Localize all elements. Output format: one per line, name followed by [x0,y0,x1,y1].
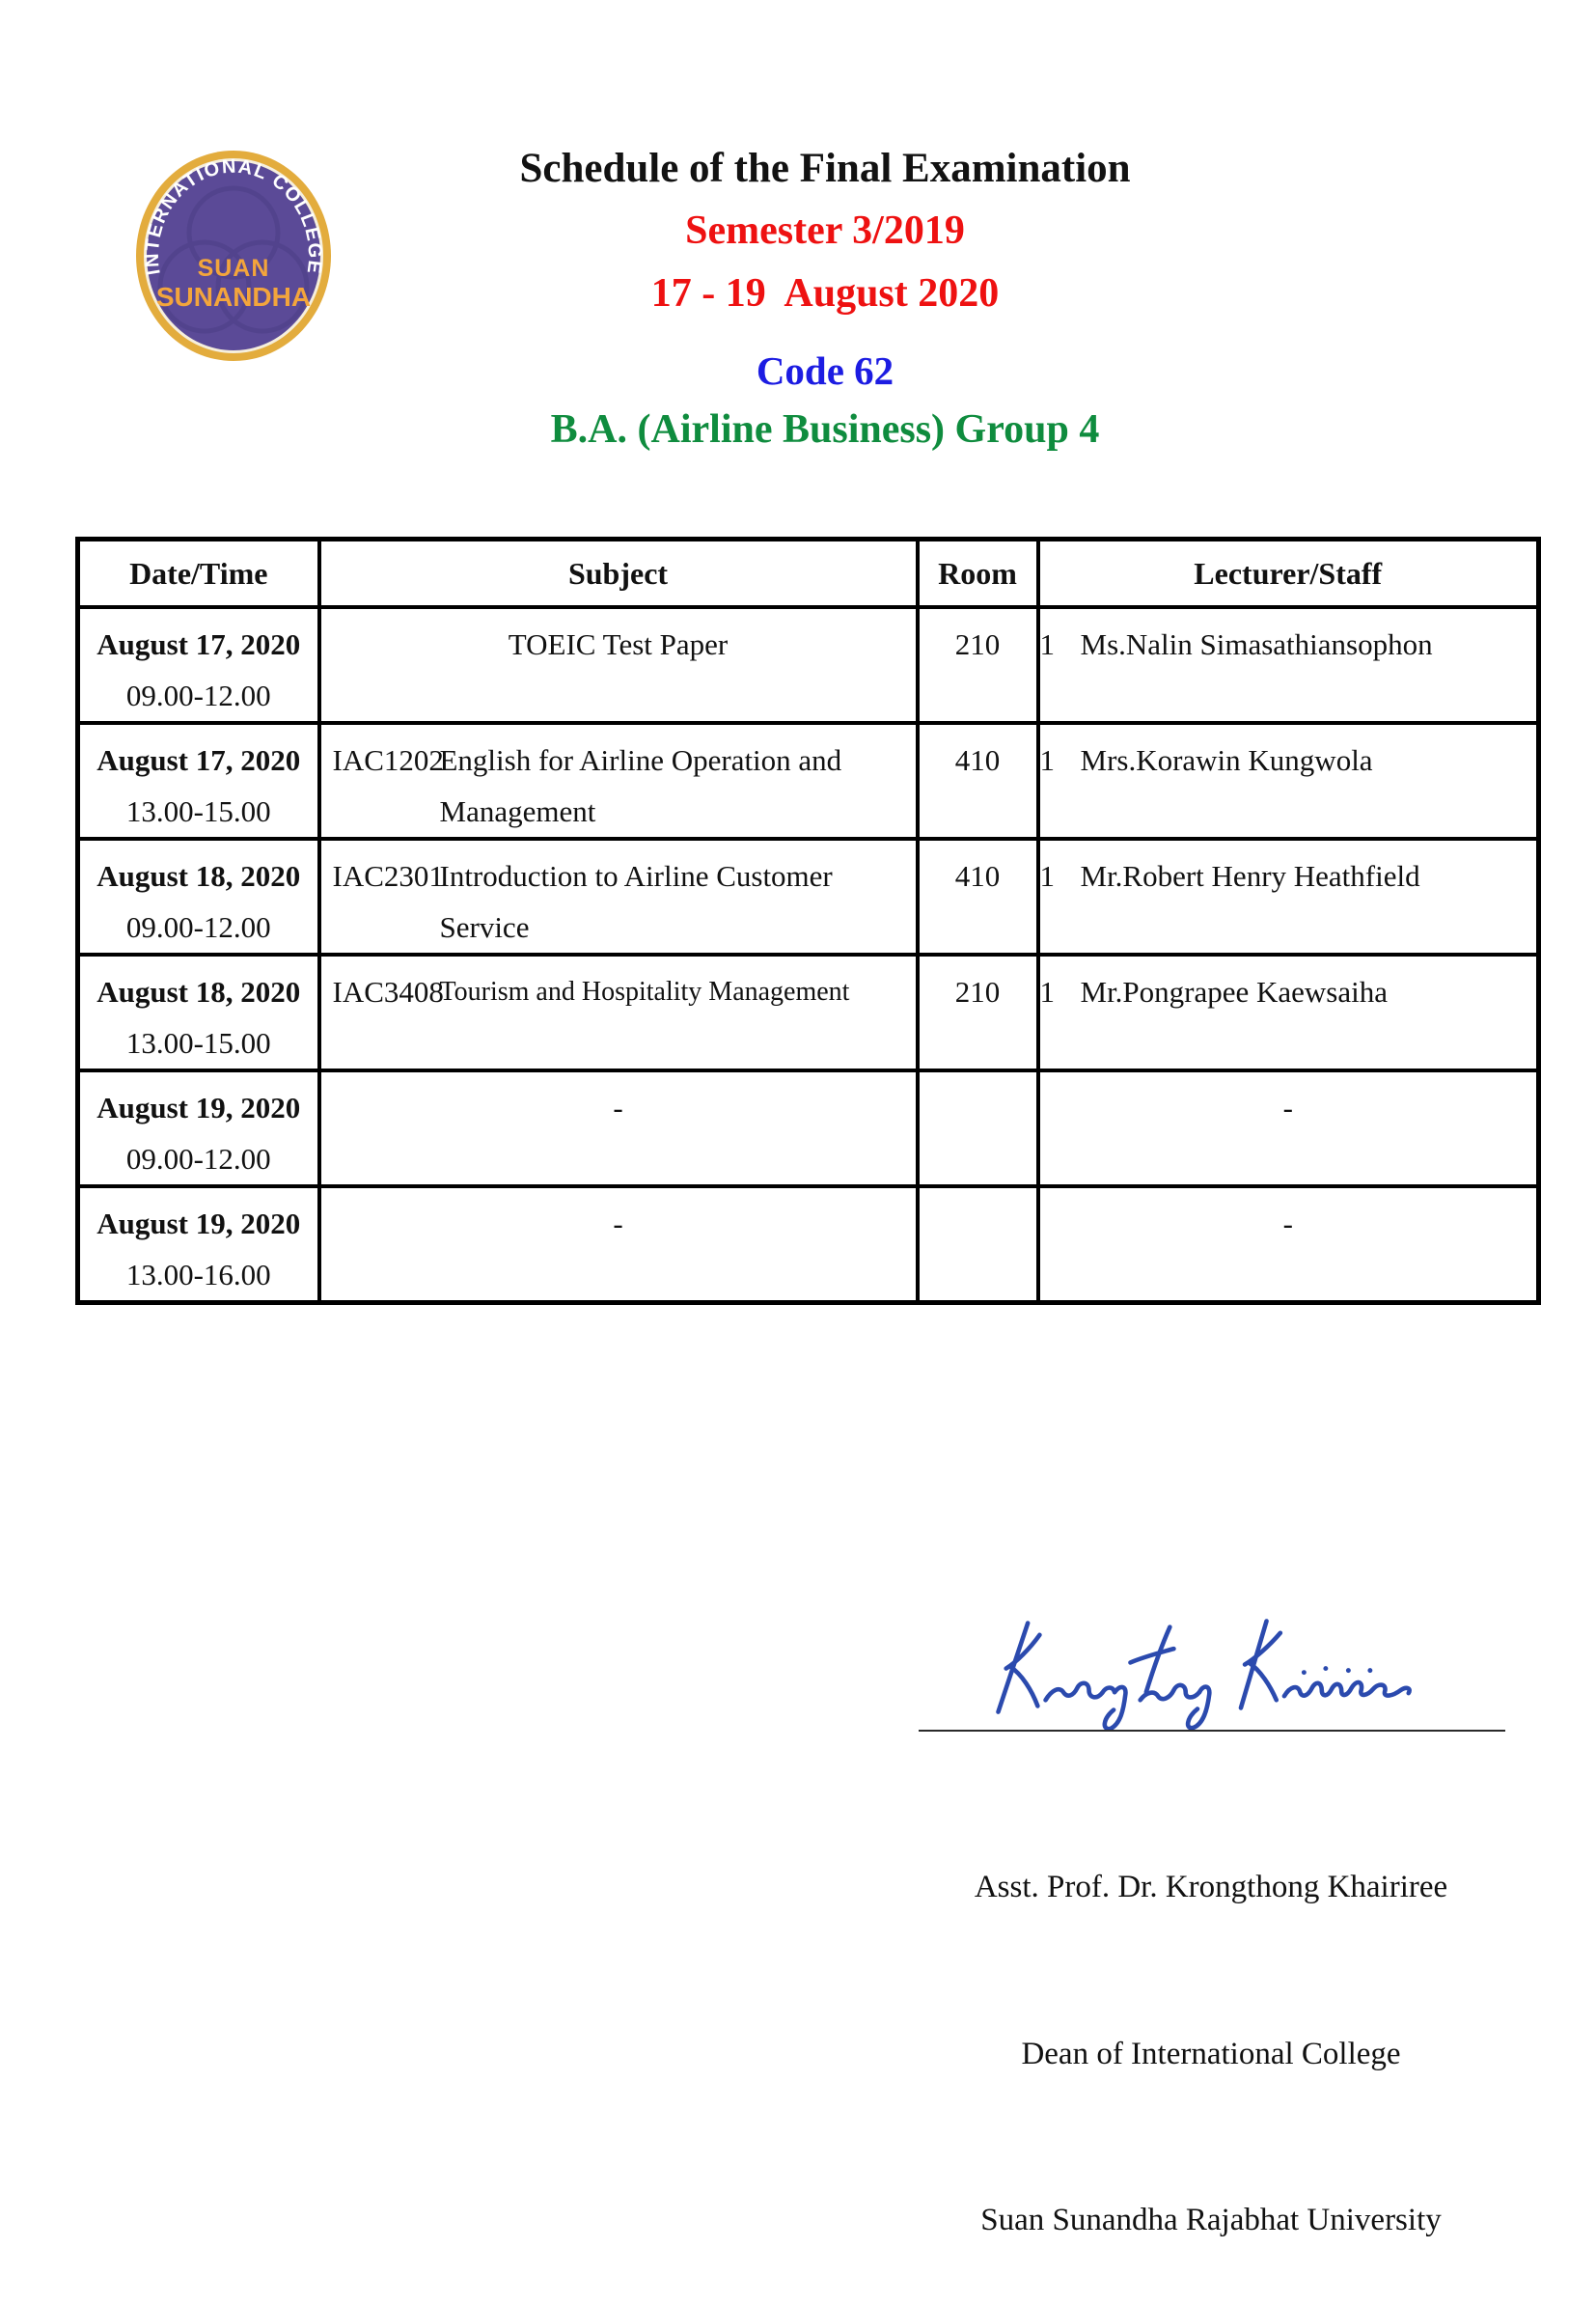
exam-date: August 18, 2020 [96,859,301,893]
subject-cell: - [316,1069,920,1188]
subject-dash: - [613,1091,623,1124]
table-header-row: Date/Time Subject Room Lecturer/Staff [75,537,1541,609]
subject-name-cont: Service [439,910,530,944]
header-lecturer-staff: Lecturer/Staff [1035,537,1541,609]
signatory-university: Suan Sunandha Rajabhat University [980,2203,1442,2237]
exam-schedule-table: Date/Time Subject Room Lecturer/Staff Au… [75,537,1541,1305]
signature-rule [919,1730,1505,1732]
header-room: Room [915,537,1040,609]
header-date-time: Date/Time [75,537,321,609]
subject-cell: IAC2301 Introduction to Airline Customer… [316,837,920,957]
subject-cell: IAC1202 English for Airline Operation an… [316,721,920,841]
lecturer-cell: - [1035,1184,1541,1305]
room-cell: 410 [915,721,1040,841]
exam-time: 09.00-12.00 [125,910,271,944]
subject-name: TOEIC Test Paper [508,627,729,661]
college-logo: INTERNATIONAL COLLEGE SUAN SUNANDHA [136,151,331,361]
subject-cell: - [316,1184,920,1305]
table-row: August 17, 2020 13.00-15.00 IAC1202 Engl… [75,721,1541,841]
table-row: August 18, 2020 09.00-12.00 IAC2301 Intr… [75,837,1541,957]
exam-date: August 18, 2020 [96,975,301,1009]
exam-time: 13.00-15.00 [125,1026,271,1060]
signatory-name: Asst. Prof. Dr. Krongthong Khairiree [974,1870,1448,1904]
subject-code: IAC2301 [332,859,444,893]
staff-name: Mr.Pongrapee Kaewsaiha [1080,975,1389,1009]
lecturer-cell: 1 Ms.Nalin Simasathiansophon [1035,605,1541,725]
signatory-title: Dean of International College [1021,2036,1401,2071]
exam-date: August 17, 2020 [96,743,301,777]
room-number: 210 [954,627,1001,661]
logo-lotus-watermark [157,185,310,334]
lecturer-cell: 1 Mrs.Korawin Kungwola [1035,721,1541,841]
staff-name: Mr.Robert Henry Heathfield [1080,859,1420,893]
lecturer-cell: 1 Mr.Robert Henry Heathfield [1035,837,1541,957]
signatory-block: Asst. Prof. Dr. Krongthong Khairiree Dea… [922,1749,1500,2304]
room-cell [915,1184,1040,1305]
subject-dash: - [613,1207,623,1240]
table-row: August 19, 2020 09.00-12.00 - - [75,1069,1541,1188]
subject-name: English for Airline Operation and [439,743,842,777]
table-row: August 18, 2020 13.00-15.00 IAC3408 Tour… [75,953,1541,1072]
logo-suan-text: SUAN [198,255,270,282]
date-time-cell: August 17, 2020 09.00-12.00 [75,605,321,725]
date-time-cell: August 18, 2020 13.00-15.00 [75,953,321,1072]
code-line: Code 62 [756,348,894,393]
room-number: 410 [954,859,1001,893]
exam-time: 09.00-12.00 [125,679,271,712]
subject-code: IAC3408 [332,975,444,1009]
room-cell [915,1069,1040,1188]
subject-cell: IAC3408 Tourism and Hospitality Manageme… [316,953,920,1072]
room-cell: 210 [915,953,1040,1072]
header-subject: Subject [316,537,920,609]
date-time-cell: August 19, 2020 09.00-12.00 [75,1069,321,1188]
staff-number: 1 [1039,627,1056,661]
room-cell: 210 [915,605,1040,725]
exam-date: August 17, 2020 [96,627,301,661]
room-number: 410 [954,743,1001,777]
staff-number: 1 [1039,859,1056,893]
room-number [922,1082,1034,1133]
exam-time: 13.00-16.00 [125,1258,271,1291]
logo-sunandha-text: SUNANDHA [156,282,311,312]
subject-name: Tourism and Hospitality Management [439,977,850,1007]
room-number [922,1198,1034,1249]
subject-name: Introduction to Airline Customer [439,859,833,893]
staff-number: 1 [1039,743,1056,777]
subject-cell: TOEIC Test Paper [316,605,920,725]
staff-dash: - [1282,1091,1293,1124]
lecturer-cell: 1 Mr.Pongrapee Kaewsaiha [1035,953,1541,1072]
signature-dots [1301,1666,1373,1676]
exam-date: August 19, 2020 [96,1091,301,1124]
table-row: August 17, 2020 09.00-12.00 TOEIC Test P… [75,605,1541,725]
semester-line: Semester 3/2019 [685,208,965,253]
page-title: Schedule of the Final Examination [519,146,1131,191]
exam-time: 13.00-15.00 [125,794,271,828]
room-cell: 410 [915,837,1040,957]
date-time-cell: August 19, 2020 13.00-16.00 [75,1184,321,1305]
staff-name: Ms.Nalin Simasathiansophon [1080,627,1433,661]
subject-name-cont: Management [439,794,596,828]
lecturer-cell: - [1035,1069,1541,1188]
subject-code: IAC1202 [332,743,444,777]
staff-number: 1 [1039,975,1056,1009]
exam-dates-line: 17 - 19 August 2020 [650,271,1000,316]
date-time-cell: August 18, 2020 09.00-12.00 [75,837,321,957]
exam-time: 09.00-12.00 [125,1142,271,1176]
handwritten-signature [996,1619,1412,1731]
date-time-cell: August 17, 2020 13.00-15.00 [75,721,321,841]
room-number: 210 [954,975,1001,1009]
staff-dash: - [1282,1207,1293,1240]
staff-name: Mrs.Korawin Kungwola [1080,743,1373,777]
exam-date: August 19, 2020 [96,1207,301,1240]
program-line: B.A. (Airline Business) Group 4 [550,407,1100,452]
table-row: August 19, 2020 13.00-16.00 - - [75,1184,1541,1305]
